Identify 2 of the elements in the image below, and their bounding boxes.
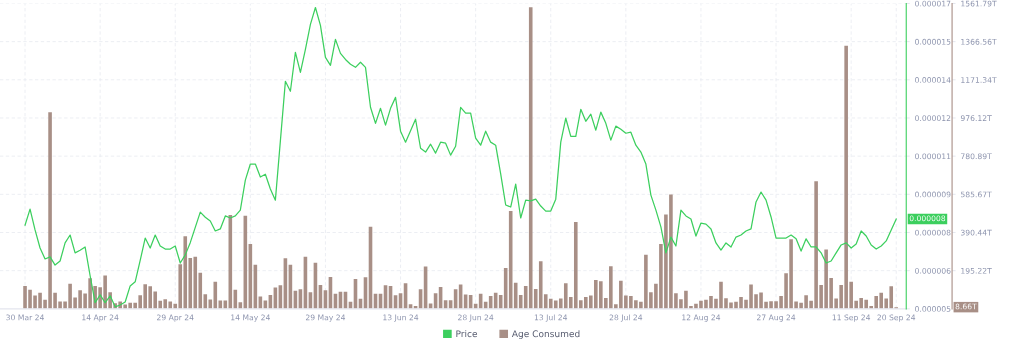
legend-label: Age Consumed bbox=[511, 330, 580, 339]
legend-label: Price bbox=[456, 330, 478, 338]
